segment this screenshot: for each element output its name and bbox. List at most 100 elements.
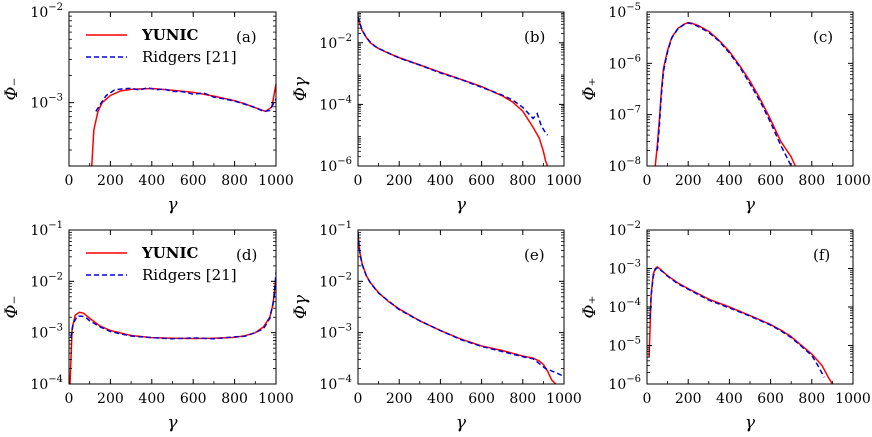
series-yunic-a xyxy=(91,84,276,166)
y-tick-label-e: 10−4 xyxy=(319,374,352,393)
x-tick-label-e: 1000 xyxy=(546,391,582,407)
y-axis-label-a: Φ₋ xyxy=(2,78,22,101)
y-tick-label-f: 10−5 xyxy=(608,336,641,355)
x-axis-label-e: γ xyxy=(456,413,467,433)
x-tick-label-c: 800 xyxy=(798,173,825,189)
series-ridgers-d xyxy=(70,272,276,340)
legend-a: YUNIC Ridgers [21] xyxy=(86,26,237,66)
plot-area-f xyxy=(648,265,834,384)
y-tick-label-f: 10−2 xyxy=(608,220,641,239)
y-tick-label-e: 10−1 xyxy=(319,220,352,239)
panel-d: 0 200 400 600 800 100010−110−210−310−4γΦ₋(d)Y… xyxy=(2,220,294,433)
x-tick-label-e: 0 xyxy=(354,391,363,407)
y-tick-label-a: 10−2 xyxy=(30,2,63,21)
panel-f: 0 200 400 600 800 1000 10−2 10−3 10−4 10−5 10−6 γ Φ₊… xyxy=(580,220,871,433)
legend-label-ridgers-d: Ridgers [21] xyxy=(142,266,237,284)
y-tick-label-c: 10−7 xyxy=(608,105,641,124)
x-tick-label-c: 1000 xyxy=(835,173,871,189)
y-axis-label-e: Φγ xyxy=(291,294,311,319)
panel-tag-c: (c) xyxy=(813,28,833,46)
x-tick-label-a: 200 xyxy=(97,173,124,189)
y-tick-label-e: 10−3 xyxy=(319,323,352,342)
x-tick-label-e: 400 xyxy=(427,391,454,407)
panel-b: 0 200 400 600 800 1000 10−2 10−4 10−6 γ Φγ (b) xyxy=(291,11,582,215)
legend-d: YUNIC Ridgers [21] xyxy=(86,244,237,284)
x-tick-label-c: 600 xyxy=(757,173,784,189)
x-tick-label-e: 800 xyxy=(509,391,536,407)
series-ridgers-a xyxy=(95,86,276,113)
x-tick-label-f: 800 xyxy=(798,391,825,407)
y-axis-label-b: Φγ xyxy=(291,76,311,101)
y-axis-label-c: Φ₊ xyxy=(580,78,600,101)
x-tick-label-f: 200 xyxy=(675,391,702,407)
x-axis-label-b: γ xyxy=(456,195,467,215)
series-ridgers-f xyxy=(649,266,825,378)
panel-e: 0 200 400 600 800 1000 10−1 10−2 10−3 10−4 γ Φγ (e) xyxy=(291,220,582,433)
x-axis-label-d: γ xyxy=(167,413,178,433)
y-tick-label-e: 10−2 xyxy=(319,271,352,290)
series-ridgers-b xyxy=(358,16,549,136)
panel-tag-a: (a) xyxy=(236,28,257,46)
y-axis-label-f: Φ₊ xyxy=(580,296,600,319)
y-tick-label-b: 10−4 xyxy=(319,94,352,113)
x-tick-label-a: 800 xyxy=(221,173,248,189)
y-tick-label-c: 10−8 xyxy=(608,156,641,175)
y-tick-label-f: 10−4 xyxy=(608,297,641,316)
x-tick-label-f: 0 xyxy=(643,391,652,407)
series-ridgers-c xyxy=(656,22,792,166)
plot-area-d xyxy=(69,272,276,384)
x-tick-label-b: 600 xyxy=(468,173,495,189)
x-tick-label-d: 800 xyxy=(221,391,248,407)
panel-tag-f: (f) xyxy=(813,246,830,264)
y-tick-label-c: 10−5 xyxy=(608,2,641,21)
y-axis-label-d: Φ₋ xyxy=(2,296,22,319)
x-tick-label-a: 1000 xyxy=(258,173,294,189)
x-axis-label-a: γ xyxy=(167,195,178,215)
y-tick-label-b: 10−6 xyxy=(319,156,352,175)
plot-area-c xyxy=(654,21,797,166)
series-yunic-f xyxy=(648,265,834,384)
y-tick-label-f: 10−3 xyxy=(608,259,641,278)
x-tick-label-d: 600 xyxy=(180,391,207,407)
x-axis-label-c: γ xyxy=(745,195,756,215)
series-yunic-b xyxy=(358,16,549,166)
x-tick-label-c: 0 xyxy=(643,173,652,189)
x-tick-label-e: 600 xyxy=(468,391,495,407)
series-yunic-c xyxy=(654,21,797,166)
panel-c: 0 200 400 600 800 1000 10−5 10−6 10−7 10−8 γ Φ₊ (c) xyxy=(580,2,871,215)
x-tick-label-b: 200 xyxy=(386,173,413,189)
series-yunic-d xyxy=(69,277,276,384)
y-tick-label-d: 10−1 xyxy=(30,220,63,239)
legend-label-ridgers-a: Ridgers [21] xyxy=(142,48,237,66)
x-tick-label-f: 400 xyxy=(716,391,743,407)
y-tick-label-d: 10−4 xyxy=(30,374,63,393)
y-tick-label-d: 10−3 xyxy=(30,323,63,342)
x-axis-label-f: γ xyxy=(745,413,756,433)
plot-area-e xyxy=(358,232,564,384)
x-tick-label-d: 400 xyxy=(138,391,165,407)
x-tick-label-a: 400 xyxy=(138,173,165,189)
y-tick-label-d: 10−2 xyxy=(30,271,63,290)
x-tick-label-f: 1000 xyxy=(835,391,871,407)
x-tick-label-d: 200 xyxy=(97,391,124,407)
plot-area-b xyxy=(358,16,549,166)
x-tick-label-b: 400 xyxy=(427,173,454,189)
y-tick-label-a: 10−3 xyxy=(30,93,63,112)
y-tick-label-f: 10−6 xyxy=(608,374,641,393)
panel-tag-d: (d) xyxy=(236,246,257,264)
plot-area-a xyxy=(91,84,276,166)
x-tick-label-d: 0 xyxy=(65,391,74,407)
panel-tag-e: (e) xyxy=(524,246,545,264)
legend-label-yunic-d: YUNIC xyxy=(141,244,199,262)
y-tick-label-b: 10−2 xyxy=(319,33,352,52)
x-tick-label-c: 400 xyxy=(716,173,743,189)
x-tick-label-b: 800 xyxy=(509,173,536,189)
y-tick-label-c: 10−6 xyxy=(608,53,641,72)
panel-a: 0 200 400 600 800 1000 10−2 10−3 γ Φ₋ (a) YUNIC Ridg… xyxy=(2,2,294,215)
series-yunic-e xyxy=(358,232,557,384)
legend-label-yunic-a: YUNIC xyxy=(141,26,199,44)
x-tick-label-b: 0 xyxy=(354,173,363,189)
x-tick-label-d: 1000 xyxy=(258,391,294,407)
x-tick-label-b: 1000 xyxy=(546,173,582,189)
